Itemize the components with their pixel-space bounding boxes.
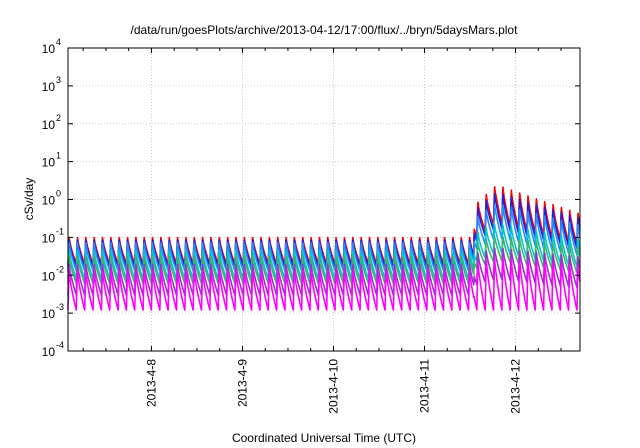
x-tick-label: 2013-4-10 <box>326 359 340 414</box>
y-tick-exponent: -3 <box>56 302 64 312</box>
y-tick-exponent: 0 <box>56 189 61 199</box>
y-tick-exponent: 2 <box>56 113 61 123</box>
y-tick-label: 10 <box>42 345 56 359</box>
series-line <box>67 224 581 280</box>
series-line <box>67 247 581 296</box>
y-tick-label: 10 <box>42 118 56 132</box>
y-tick-label: 10 <box>42 269 56 283</box>
y-axis-label: cSv/day <box>22 178 36 221</box>
y-tick-label: 10 <box>42 42 56 56</box>
y-tick-exponent: -1 <box>56 226 64 236</box>
y-tick-exponent: -4 <box>56 340 64 350</box>
y-tick-label: 10 <box>42 231 56 245</box>
y-tick-exponent: -2 <box>56 264 64 274</box>
series-line <box>67 204 581 272</box>
series-line <box>67 235 581 285</box>
y-tick-exponent: 1 <box>56 151 61 161</box>
x-tick-label: 2013-4-12 <box>509 359 523 414</box>
y-tick-label: 10 <box>42 307 56 321</box>
x-tick-label: 2013-4-9 <box>235 359 249 407</box>
y-tick-label: 10 <box>42 80 56 94</box>
y-tick-label: 10 <box>42 194 56 208</box>
x-axis-ticks: 2013-4-8 2013-4-9 2013-4-10 2013-4-11 2013-4… <box>82 48 562 414</box>
x-axis-label: Coordinated Universal Time (UTC) <box>232 431 416 445</box>
y-tick-label: 10 <box>42 156 56 170</box>
chart-title: /data/run/goesPlots/archive/2013-04-12/1… <box>131 23 519 37</box>
series-lines <box>67 186 581 311</box>
y-tick-exponent: 3 <box>56 75 61 85</box>
y-tick-exponent: 4 <box>56 37 61 47</box>
x-tick-label: 2013-4-11 <box>418 359 432 413</box>
series-line <box>67 257 581 311</box>
x-tick-label: 2013-4-8 <box>144 359 158 407</box>
